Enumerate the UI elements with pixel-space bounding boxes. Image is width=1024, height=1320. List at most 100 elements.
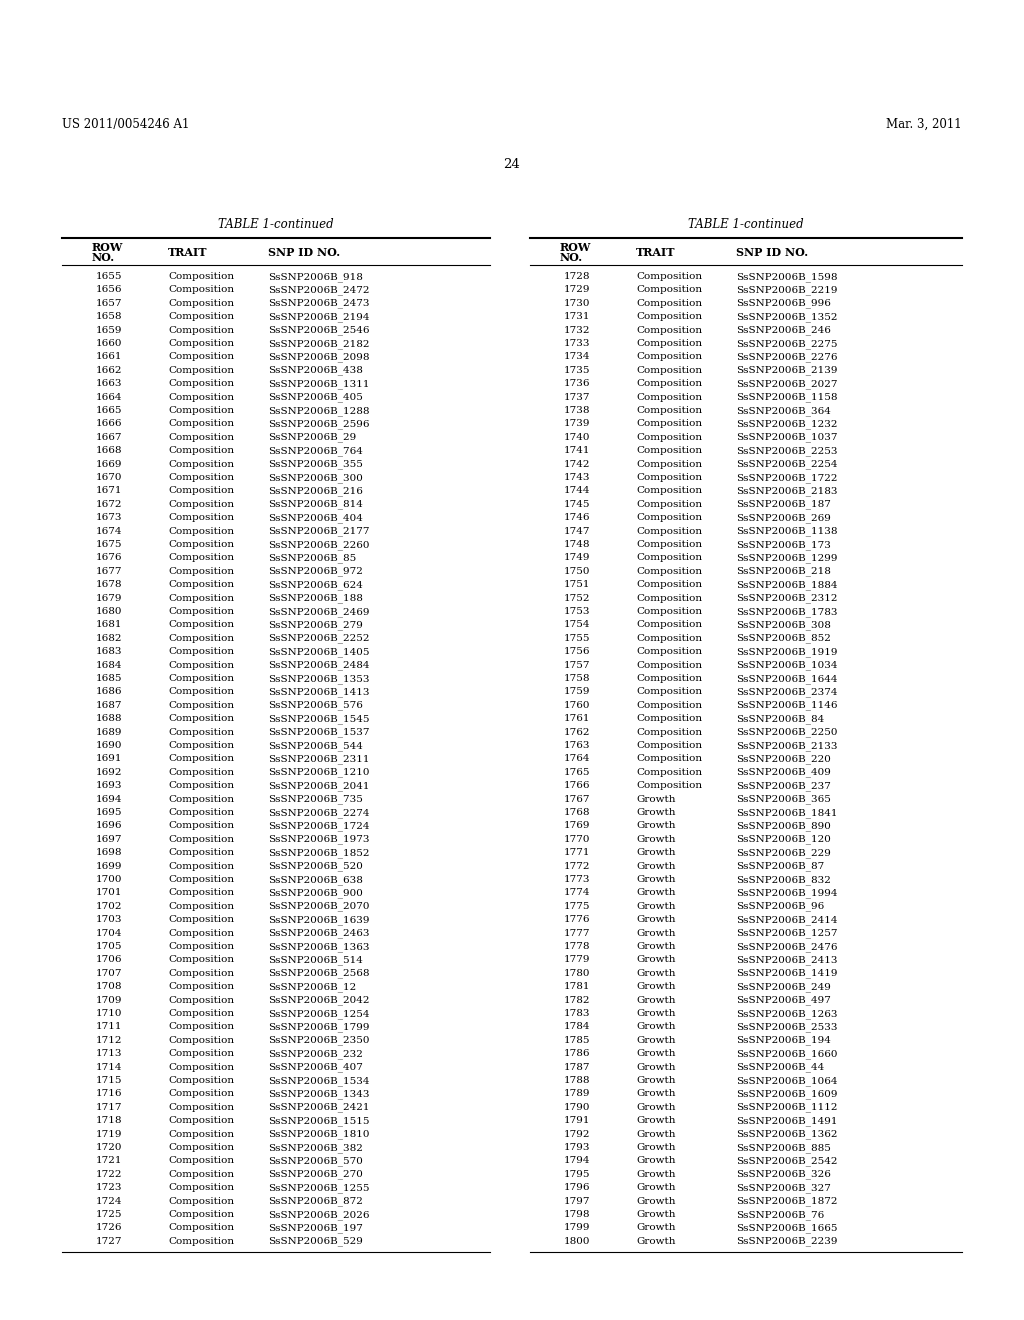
Text: 1763: 1763 (563, 741, 590, 750)
Text: Composition: Composition (168, 486, 234, 495)
Text: Composition: Composition (168, 446, 234, 455)
Text: Composition: Composition (636, 647, 702, 656)
Text: Composition: Composition (168, 392, 234, 401)
Text: Composition: Composition (636, 298, 702, 308)
Text: Composition: Composition (168, 928, 234, 937)
Text: SsSNP2006B_1363: SsSNP2006B_1363 (268, 942, 370, 952)
Text: SsSNP2006B_404: SsSNP2006B_404 (268, 513, 362, 523)
Text: 1774: 1774 (563, 888, 590, 898)
Text: Composition: Composition (168, 1156, 234, 1166)
Text: SsSNP2006B_1299: SsSNP2006B_1299 (736, 553, 838, 564)
Text: SsSNP2006B_2473: SsSNP2006B_2473 (268, 298, 370, 309)
Text: Growth: Growth (636, 1237, 676, 1246)
Text: SsSNP2006B_194: SsSNP2006B_194 (736, 1036, 830, 1045)
Text: SsSNP2006B_29: SsSNP2006B_29 (268, 433, 356, 442)
Text: SsSNP2006B_1537: SsSNP2006B_1537 (268, 727, 370, 738)
Text: SsSNP2006B_237: SsSNP2006B_237 (736, 781, 830, 791)
Text: SsSNP2006B_624: SsSNP2006B_624 (268, 581, 362, 590)
Text: SsSNP2006B_407: SsSNP2006B_407 (268, 1063, 362, 1072)
Text: 1739: 1739 (563, 420, 590, 429)
Text: TRAIT: TRAIT (168, 247, 208, 257)
Text: Composition: Composition (168, 420, 234, 429)
Text: SsSNP2006B_2219: SsSNP2006B_2219 (736, 285, 838, 296)
Text: 1673: 1673 (95, 513, 122, 523)
Text: Composition: Composition (636, 326, 702, 334)
Text: Composition: Composition (168, 1102, 234, 1111)
Text: ROW: ROW (560, 242, 592, 253)
Text: 1696: 1696 (95, 821, 122, 830)
Text: SsSNP2006B_249: SsSNP2006B_249 (736, 982, 830, 991)
Text: 1680: 1680 (95, 607, 122, 616)
Text: SsSNP2006B_2533: SsSNP2006B_2533 (736, 1023, 838, 1032)
Text: 1660: 1660 (95, 339, 122, 348)
Text: Composition: Composition (636, 366, 702, 375)
Text: 1662: 1662 (95, 366, 122, 375)
Text: Composition: Composition (168, 902, 234, 911)
Text: Composition: Composition (168, 875, 234, 884)
Text: SsSNP2006B_1515: SsSNP2006B_1515 (268, 1117, 370, 1126)
Text: Composition: Composition (168, 1063, 234, 1072)
Text: SsSNP2006B_279: SsSNP2006B_279 (268, 620, 362, 630)
Text: SsSNP2006B_764: SsSNP2006B_764 (268, 446, 362, 455)
Text: 1780: 1780 (563, 969, 590, 978)
Text: Composition: Composition (168, 1023, 234, 1031)
Text: 1785: 1785 (563, 1036, 590, 1045)
Text: Composition: Composition (168, 849, 234, 857)
Text: Composition: Composition (168, 407, 234, 414)
Text: 1670: 1670 (95, 473, 122, 482)
Text: 1721: 1721 (95, 1156, 122, 1166)
Text: 1669: 1669 (95, 459, 122, 469)
Text: SsSNP2006B_1288: SsSNP2006B_1288 (268, 407, 370, 416)
Text: SsSNP2006B_188: SsSNP2006B_188 (268, 594, 362, 603)
Text: 1798: 1798 (563, 1210, 590, 1218)
Text: 1768: 1768 (563, 808, 590, 817)
Text: SsSNP2006B_2239: SsSNP2006B_2239 (736, 1237, 838, 1246)
Text: Composition: Composition (636, 313, 702, 321)
Text: Composition: Composition (168, 1130, 234, 1139)
Text: Composition: Composition (636, 741, 702, 750)
Text: SsSNP2006B_1255: SsSNP2006B_1255 (268, 1183, 370, 1193)
Text: 1694: 1694 (95, 795, 122, 804)
Text: 1707: 1707 (95, 969, 122, 978)
Text: Composition: Composition (168, 714, 234, 723)
Text: SsSNP2006B_872: SsSNP2006B_872 (268, 1197, 362, 1206)
Text: Growth: Growth (636, 956, 676, 965)
Text: SsSNP2006B_1994: SsSNP2006B_1994 (736, 888, 838, 898)
Text: 1797: 1797 (563, 1197, 590, 1205)
Text: 1691: 1691 (95, 755, 122, 763)
Text: SsSNP2006B_2098: SsSNP2006B_2098 (268, 352, 370, 362)
Text: SsSNP2006B_2276: SsSNP2006B_2276 (736, 352, 838, 362)
Text: Composition: Composition (636, 392, 702, 401)
Text: Composition: Composition (168, 1143, 234, 1152)
Text: SsSNP2006B_220: SsSNP2006B_220 (736, 755, 830, 764)
Text: 1699: 1699 (95, 862, 122, 871)
Text: SNP ID NO.: SNP ID NO. (736, 247, 808, 257)
Text: SsSNP2006B_1232: SsSNP2006B_1232 (736, 420, 838, 429)
Text: 1710: 1710 (95, 1008, 122, 1018)
Text: SsSNP2006B_85: SsSNP2006B_85 (268, 553, 356, 564)
Text: SsSNP2006B_1852: SsSNP2006B_1852 (268, 849, 370, 858)
Text: 1697: 1697 (95, 834, 122, 843)
Text: SsSNP2006B_1413: SsSNP2006B_1413 (268, 688, 370, 697)
Text: Composition: Composition (636, 379, 702, 388)
Text: 1731: 1731 (563, 313, 590, 321)
Text: SsSNP2006B_2041: SsSNP2006B_2041 (268, 781, 370, 791)
Text: 1663: 1663 (95, 379, 122, 388)
Text: SsSNP2006B_514: SsSNP2006B_514 (268, 956, 362, 965)
Text: SsSNP2006B_1810: SsSNP2006B_1810 (268, 1130, 370, 1139)
Text: 1678: 1678 (95, 581, 122, 589)
Text: Composition: Composition (636, 513, 702, 523)
Text: SsSNP2006B_2312: SsSNP2006B_2312 (736, 594, 838, 603)
Text: SsSNP2006B_1352: SsSNP2006B_1352 (736, 313, 838, 322)
Text: Composition: Composition (168, 969, 234, 978)
Text: Composition: Composition (168, 675, 234, 682)
Text: 1734: 1734 (563, 352, 590, 362)
Text: SsSNP2006B_1799: SsSNP2006B_1799 (268, 1023, 370, 1032)
Text: SsSNP2006B_972: SsSNP2006B_972 (268, 566, 362, 577)
Text: ROW: ROW (92, 242, 123, 253)
Text: 1714: 1714 (95, 1063, 122, 1072)
Text: 1745: 1745 (563, 500, 590, 508)
Text: 1789: 1789 (563, 1089, 590, 1098)
Text: SsSNP2006B_832: SsSNP2006B_832 (736, 875, 830, 884)
Text: Composition: Composition (168, 1197, 234, 1205)
